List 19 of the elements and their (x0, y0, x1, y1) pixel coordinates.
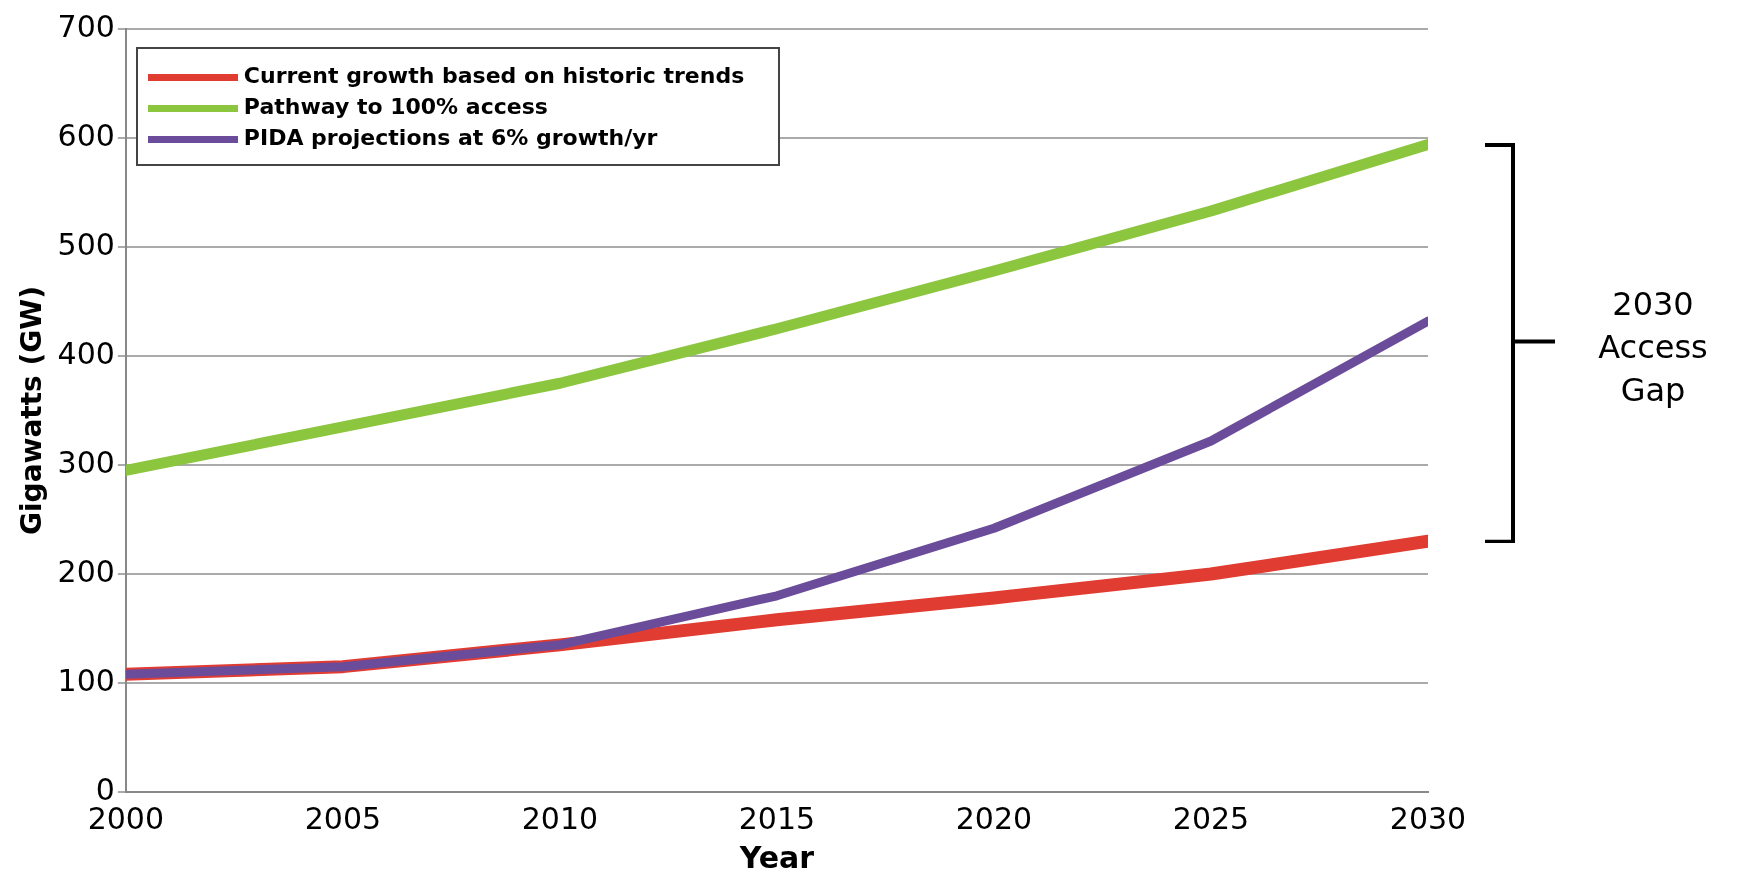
x-tick-label: 2010 (521, 800, 599, 836)
text: 2030 Access Gap (1597, 283, 1709, 411)
x-tick-label: 2005 (304, 800, 382, 836)
y-tick-label: 500 (57, 226, 115, 262)
y-axis-title: Gigawatts (GW) (15, 286, 49, 535)
y-tick-label: 400 (57, 335, 115, 371)
x-tick-label: 2020 (955, 800, 1033, 836)
legend-label: PIDA projections at 6% growth/yr (243, 125, 658, 150)
y-tick-label: 700 (57, 8, 115, 44)
x-tick-label: 2015 (738, 800, 816, 836)
y-tick-label: 200 (57, 553, 115, 589)
x-axis-title: Year (738, 839, 815, 875)
x-tick-label: 2030 (1389, 800, 1467, 836)
y-tick-label: 600 (57, 117, 115, 153)
y-tick-label: 300 (57, 444, 115, 480)
y-tick-label: 100 (57, 662, 115, 698)
x-tick-label: 2025 (1172, 800, 1250, 836)
legend-label: Current growth based on historic trends (243, 63, 745, 88)
legend-label: Pathway to 100% access (243, 94, 548, 119)
